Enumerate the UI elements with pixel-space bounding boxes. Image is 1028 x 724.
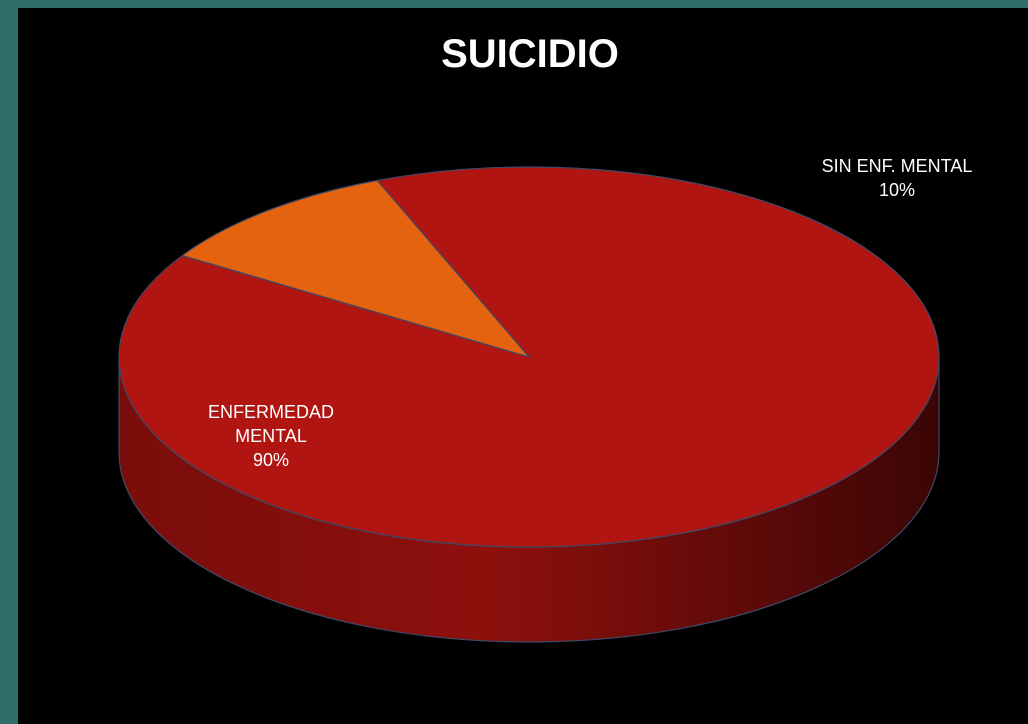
- slice-label-line: MENTAL: [235, 426, 307, 446]
- chart-title: SUICIDIO: [441, 32, 619, 76]
- slice-label-sin-enf-mental: SIN ENF. MENTAL 10%: [794, 154, 1000, 202]
- slice-label-line: SIN ENF. MENTAL: [821, 156, 973, 176]
- slice-percent: 10%: [878, 180, 916, 200]
- pie-slice: [181, 179, 531, 359]
- slice-percent: 90%: [252, 450, 290, 470]
- slice-label-enfermedad-mental: ENFERMEDAD MENTAL 90%: [186, 400, 356, 472]
- slice-label-line: ENFERMEDAD: [207, 402, 334, 422]
